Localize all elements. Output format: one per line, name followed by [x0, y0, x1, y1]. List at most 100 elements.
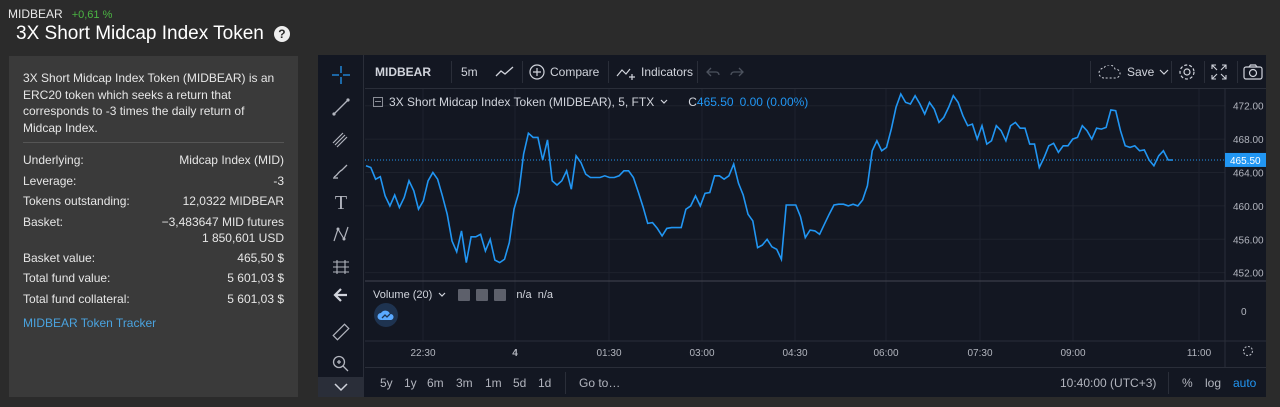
save-button[interactable]: Save: [1098, 55, 1169, 89]
text-tool-icon[interactable]: T: [334, 191, 348, 214]
auto-scale-toggle[interactable]: auto: [1233, 376, 1257, 390]
info-value: 465,50 $: [237, 250, 284, 265]
back-arrow-icon[interactable]: [330, 284, 352, 306]
range-5d[interactable]: 5d: [513, 376, 527, 390]
line-chart-icon: [495, 66, 514, 77]
token-tracker-link[interactable]: MIDBEAR Token Tracker: [23, 316, 157, 330]
gear-icon: [1242, 345, 1254, 357]
brush-icon[interactable]: [330, 160, 352, 182]
range-5y[interactable]: 5y: [380, 376, 393, 390]
chart-style-button[interactable]: [495, 55, 515, 89]
toolbar-divider: [522, 61, 523, 83]
y-tick-label: 452.00: [1233, 269, 1264, 280]
info-label: Leverage:: [23, 173, 77, 188]
time-axis-settings[interactable]: [1242, 345, 1254, 357]
range-1m[interactable]: 1m: [485, 376, 502, 390]
basket-usd: 1 850,601 USD: [201, 230, 284, 245]
indicators-label: Indicators: [641, 65, 694, 79]
trend-line-icon[interactable]: [330, 96, 352, 118]
x-tick-label: 06:00: [873, 348, 898, 359]
interval-selector[interactable]: 5m: [461, 65, 478, 79]
y-tick-label: 464.00: [1233, 168, 1264, 179]
page-title: 3X Short Midcap Index Token: [16, 23, 264, 44]
range-6m[interactable]: 6m: [427, 376, 444, 390]
info-value: -3: [273, 173, 284, 188]
undo-button[interactable]: [706, 55, 720, 89]
indicators-button[interactable]: Indicators: [616, 55, 693, 89]
info-row-basket-value: Basket value: 465,50 $: [23, 248, 284, 269]
range-1d[interactable]: 1d: [538, 376, 552, 390]
range-1y[interactable]: 1y: [404, 376, 417, 390]
collapse-legend-icon[interactable]: [373, 97, 383, 107]
info-label: Tokens outstanding:: [23, 194, 130, 208]
y-tick-label: 456.00: [1233, 235, 1264, 246]
info-row-underlying: Underlying: Midcap Index (MID): [23, 150, 284, 171]
y-tick-label: 468.00: [1233, 135, 1264, 146]
info-value: 5 601,03 $: [227, 291, 284, 306]
close-icon[interactable]: [494, 289, 507, 301]
info-value: 5 601,03 $: [227, 271, 284, 285]
x-tick-label: 03:00: [689, 348, 714, 359]
chevron-down-icon[interactable]: [660, 99, 668, 105]
info-row-tokens-outstanding: Tokens outstanding: 12,0322 MIDBEAR: [23, 191, 284, 212]
settings-icon[interactable]: [476, 289, 489, 301]
snapshot-button[interactable]: [1243, 55, 1263, 89]
symbol-search[interactable]: MIDBEAR: [375, 65, 431, 79]
chart-toolbar: MIDBEAR 5m Compare Indicators Save: [365, 55, 1266, 89]
toolbar-divider: [1171, 61, 1172, 83]
bottom-divider: [1168, 372, 1169, 394]
price-chart[interactable]: 452.00 456.00 460.00 464.00 468.00 472.00 22:…: [365, 89, 1266, 367]
log-scale-toggle[interactable]: log: [1205, 376, 1222, 390]
eye-icon[interactable]: [458, 289, 471, 301]
compare-button[interactable]: Compare: [529, 55, 599, 89]
toolbar-divider: [1204, 61, 1205, 83]
info-row-total-fund-value: Total fund value: 5 601,03 $: [23, 268, 284, 289]
gear-icon: [1179, 64, 1195, 80]
close-label: C: [688, 95, 697, 109]
info-label: Total fund value:: [23, 271, 111, 285]
question-circle-icon[interactable]: ?: [273, 26, 290, 42]
x-tick-label: 09:00: [1060, 348, 1085, 359]
toolbar-divider: [608, 61, 609, 83]
ruler-icon[interactable]: [330, 321, 352, 343]
fullscreen-button[interactable]: [1211, 55, 1227, 89]
goto-date-button[interactable]: Go to…: [579, 376, 621, 390]
zoom-in-icon[interactable]: [330, 353, 352, 375]
crosshair-icon[interactable]: [330, 64, 352, 86]
info-value: −3,483647 MID futures 1 850,601 USD: [162, 214, 284, 246]
pattern-icon[interactable]: [330, 224, 352, 246]
last-price-label: 465.50: [1230, 156, 1261, 167]
x-tick-label: 11:00: [1187, 348, 1212, 359]
redo-button[interactable]: [730, 55, 744, 89]
volume-label: Volume (20): [373, 289, 433, 301]
info-label: Total fund collateral:: [23, 291, 130, 306]
close-value: 465.50: [696, 95, 734, 109]
chevron-down-icon[interactable]: [438, 292, 446, 298]
info-value: 12,0322 MIDBEAR: [182, 194, 284, 208]
basket-futures: −3,483647 MID futures: [161, 214, 284, 229]
compare-label: Compare: [550, 65, 600, 79]
volume-axis-zero: 0: [1241, 307, 1247, 318]
percent-scale-toggle[interactable]: %: [1182, 376, 1193, 390]
timezone-clock[interactable]: 10:40:00 (UTC+3): [1060, 376, 1157, 390]
toolbar-divider: [1237, 61, 1238, 83]
settings-button[interactable]: [1178, 55, 1196, 89]
x-tick-label: 22:30: [410, 348, 435, 359]
x-tick-label: 04:30: [782, 348, 807, 359]
ticker-symbol: MIDBEAR: [8, 7, 63, 21]
chart-bottom-bar: 5y 1y 6m 3m 1m 5d 1d Go to… 10:40:00 (UT…: [365, 367, 1266, 397]
fib-retracement-icon[interactable]: [330, 128, 352, 150]
volume-values: n/a n/a: [516, 289, 554, 301]
info-row-total-fund-collateral: Total fund collateral: 5 601,03 $: [23, 289, 284, 310]
camera-icon: [1243, 64, 1263, 80]
info-row-leverage: Leverage: -3: [23, 171, 284, 192]
expand-tools-button[interactable]: [318, 377, 364, 397]
indicators-icon: [616, 68, 635, 80]
x-tick-label: 07:30: [967, 348, 992, 359]
prediction-icon[interactable]: [330, 256, 352, 278]
plus-circle-icon: [529, 64, 545, 80]
chevron-down-icon: [334, 383, 348, 392]
ticker-change: +0,61 %: [71, 9, 113, 21]
range-3m[interactable]: 3m: [456, 376, 473, 390]
series-legend: 3X Short Midcap Index Token (MIDBEAR), 5…: [373, 95, 808, 109]
